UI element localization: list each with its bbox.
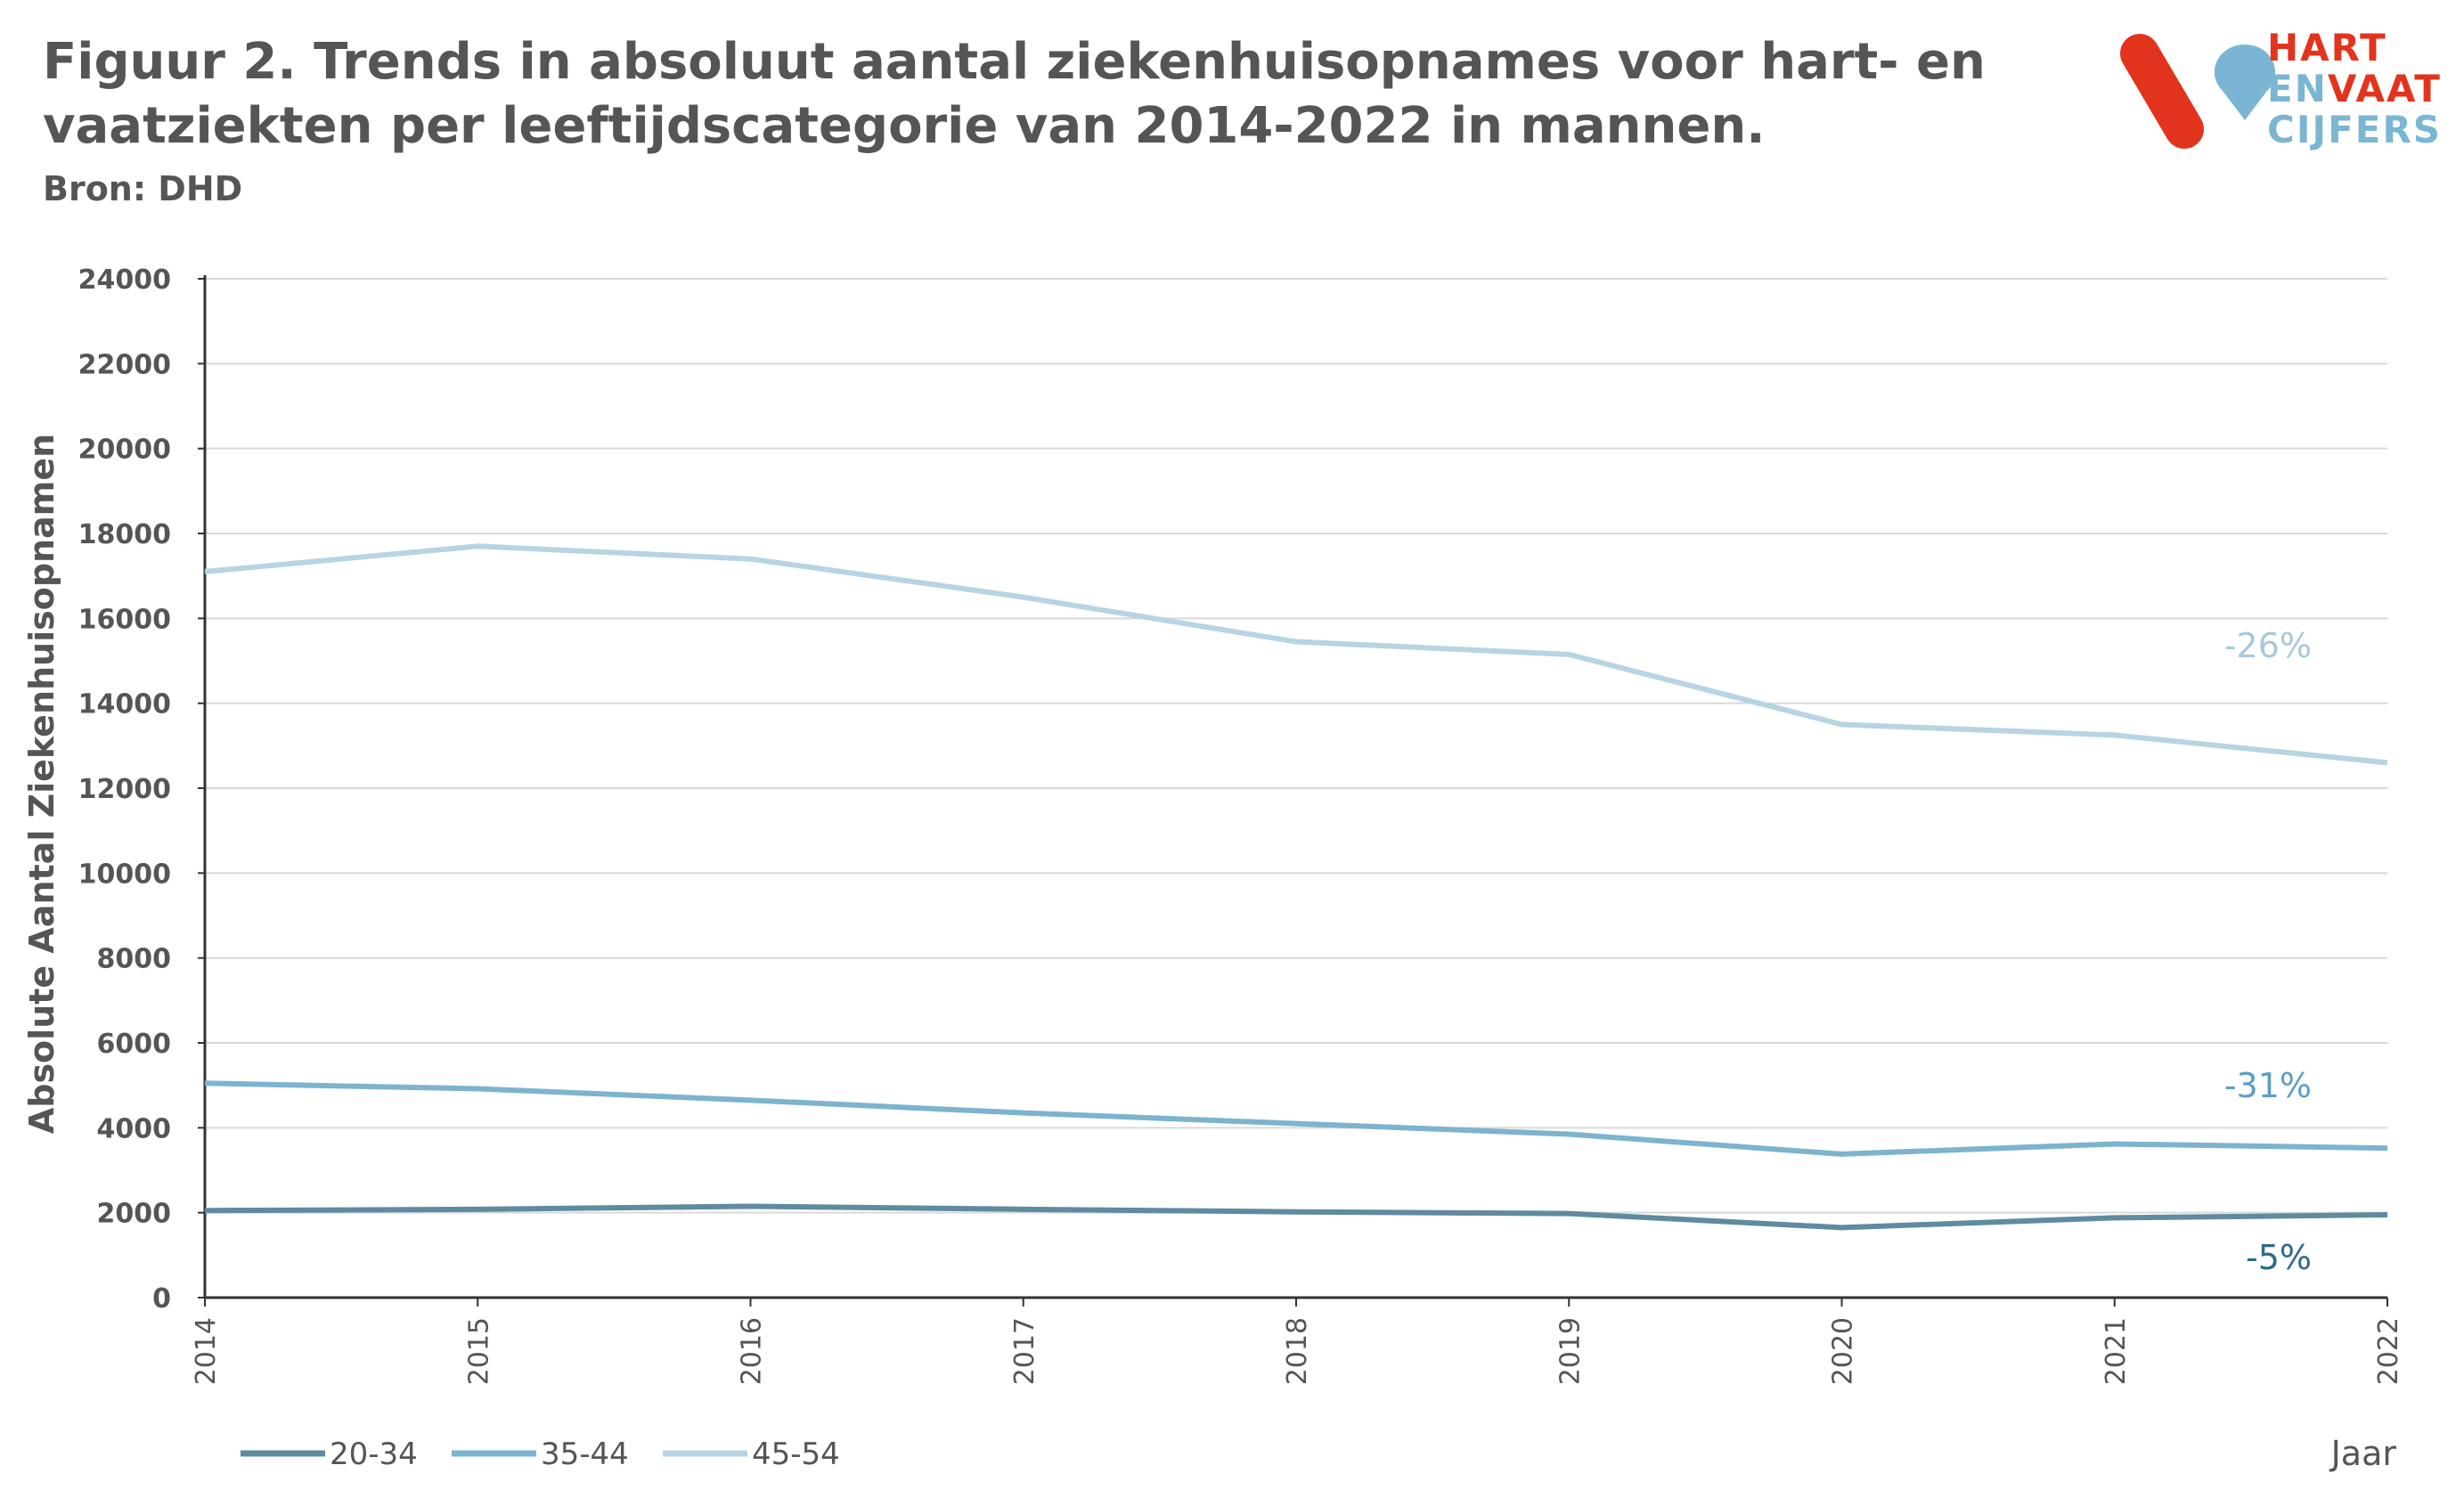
series-line-20-34 [204,1203,2388,1231]
x-tick-label: 2017 [1009,1317,1040,1385]
y-tick-label: 18000 [78,519,171,550]
source-label: Bron: DHD [43,169,243,208]
y-tick-label: 6000 [97,1029,172,1060]
y-tick-label: 12000 [78,774,171,805]
y-tick-label: 2000 [97,1199,172,1230]
y-tick-label: 8000 [97,944,172,975]
y-tick-label: 20000 [78,435,171,466]
y-tick-label: 4000 [97,1113,172,1144]
x-tick-label: 2015 [463,1317,494,1385]
logo-text-cijfers: CIJFERS [2267,108,2443,151]
legend: 20-34 35-44 45-54 [241,1437,840,1472]
logo-text-envaat: ENVAAT [2267,67,2442,110]
x-axis-ticks: 2014 2015 2016 2017 2018 2019 2020 2021 2022 [191,1298,2404,1385]
y-axis-label: Absolute Aantal Ziekenhuisopnamen [22,434,61,1134]
legend-label: 20-34 [330,1437,418,1472]
legend-item-20-34: 20-34 [241,1437,418,1472]
y-tick-label: 10000 [78,859,171,890]
logo-text-hart: HART [2267,26,2387,69]
legend-item-35-44: 35-44 [452,1437,629,1472]
x-tick-label: 2018 [1282,1317,1313,1385]
logo-mark-icon [2120,34,2276,149]
change-annotations: -5% -31% -26% [2224,626,2312,1277]
y-tick-label: 0 [152,1283,171,1315]
series-lines [204,543,2388,1231]
x-axis-label: Jaar [2329,1434,2397,1473]
x-tick-label: 2020 [1828,1317,1859,1385]
x-tick-label: 2019 [1554,1317,1586,1385]
legend-item-45-54: 45-54 [663,1437,840,1472]
change-label-35-44: -31% [2224,1066,2312,1105]
y-tick-label: 24000 [78,265,171,296]
x-tick-label: 2021 [2101,1317,2132,1385]
x-tick-label: 2022 [2373,1317,2404,1385]
y-axis-ticks: 0 2000 4000 6000 8000 10000 12000 14000 16000 180… [78,265,205,1315]
legend-label: 45-54 [752,1437,840,1472]
change-label-20-34: -5% [2246,1238,2312,1277]
x-tick-label: 2016 [737,1317,768,1385]
y-tick-label: 14000 [78,689,171,720]
legend-label: 35-44 [541,1437,629,1472]
series-line-35-44 [204,1080,2388,1157]
gridlines [205,278,2387,1214]
change-label-45-54: -26% [2224,626,2312,665]
chart-title: Figuur 2. Trends in absoluut aantal ziek… [43,33,1986,155]
series-line-45-54 [204,543,2388,766]
y-tick-label: 16000 [78,604,171,635]
y-tick-label: 22000 [78,349,171,380]
x-tick-label: 2014 [191,1317,222,1385]
